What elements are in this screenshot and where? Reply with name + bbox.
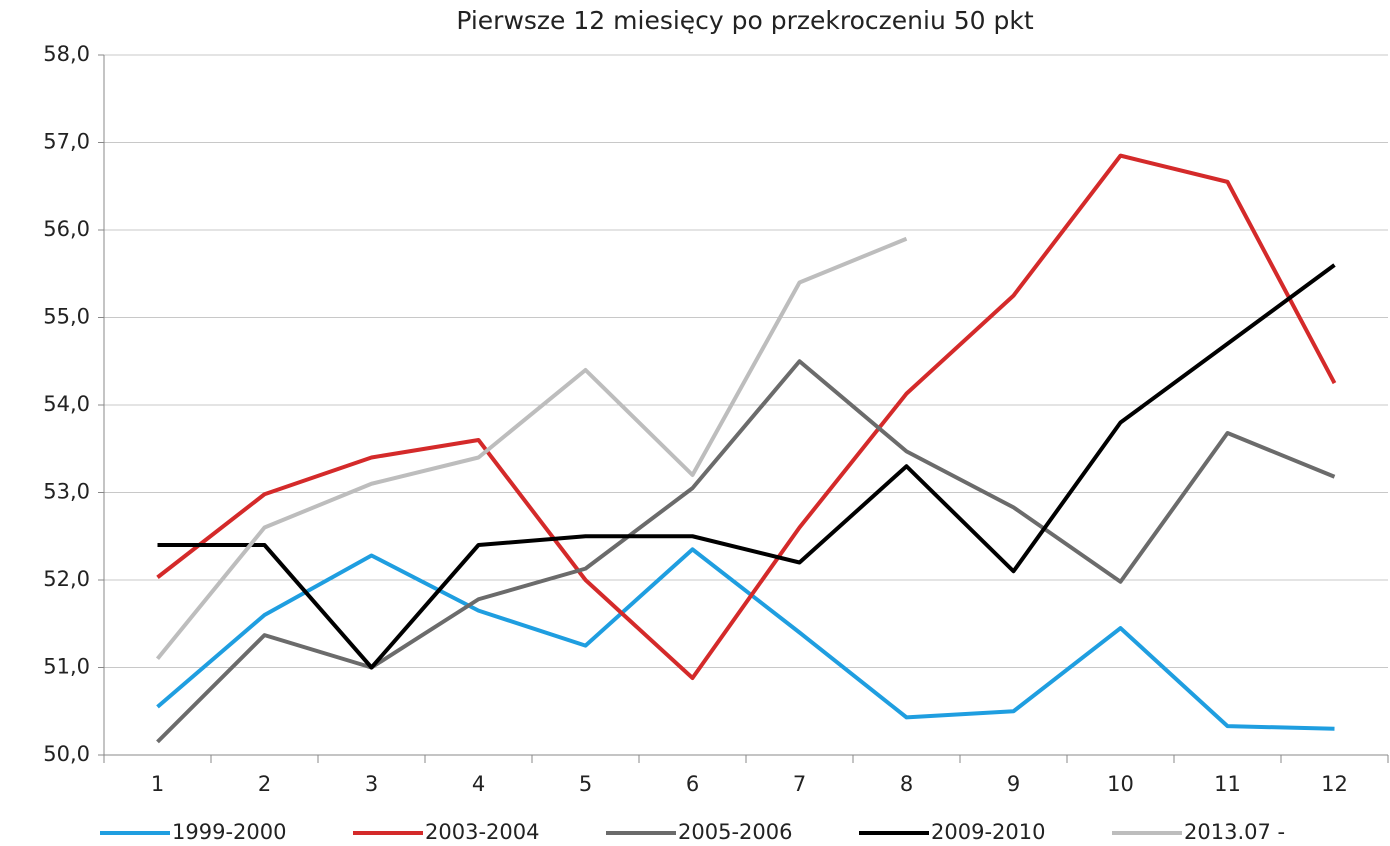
y-tick-label: 55,0: [43, 305, 90, 329]
x-tick-label: 5: [579, 772, 592, 796]
chart-title: Pierwsze 12 miesięcy po przekroczeniu 50…: [456, 6, 1034, 35]
x-tick-label: 8: [900, 772, 913, 796]
x-tick-label: 11: [1214, 772, 1241, 796]
x-tick-label: 9: [1007, 772, 1020, 796]
y-tick-label: 51,0: [43, 655, 90, 679]
x-tick-label: 2: [258, 772, 271, 796]
legend-label: 2013.07 -: [1184, 820, 1285, 844]
y-tick-label: 58,0: [43, 42, 90, 66]
x-tick-label: 4: [472, 772, 485, 796]
legend-label: 1999-2000: [172, 820, 286, 844]
x-tick-label: 7: [793, 772, 806, 796]
legend-label: 2005-2006: [678, 820, 792, 844]
x-tick-label: 12: [1321, 772, 1348, 796]
x-tick-label: 6: [686, 772, 699, 796]
series-line: [157, 263, 1336, 670]
x-tick-label: 3: [365, 772, 378, 796]
legend-label: 2003-2004: [425, 820, 539, 844]
y-tick-label: 52,0: [43, 567, 90, 591]
y-tick-label: 57,0: [43, 130, 90, 154]
y-tick-label: 50,0: [43, 742, 90, 766]
x-tick-label: 10: [1107, 772, 1134, 796]
series-line: [155, 236, 908, 661]
series-line: [156, 547, 1335, 731]
series-line: [156, 153, 1337, 680]
legend-label: 2009-2010: [931, 820, 1045, 844]
y-tick-label: 54,0: [43, 392, 90, 416]
y-tick-label: 53,0: [43, 480, 90, 504]
y-tick-label: 56,0: [43, 217, 90, 241]
x-tick-label: 1: [151, 772, 164, 796]
series-line: [156, 359, 1336, 744]
